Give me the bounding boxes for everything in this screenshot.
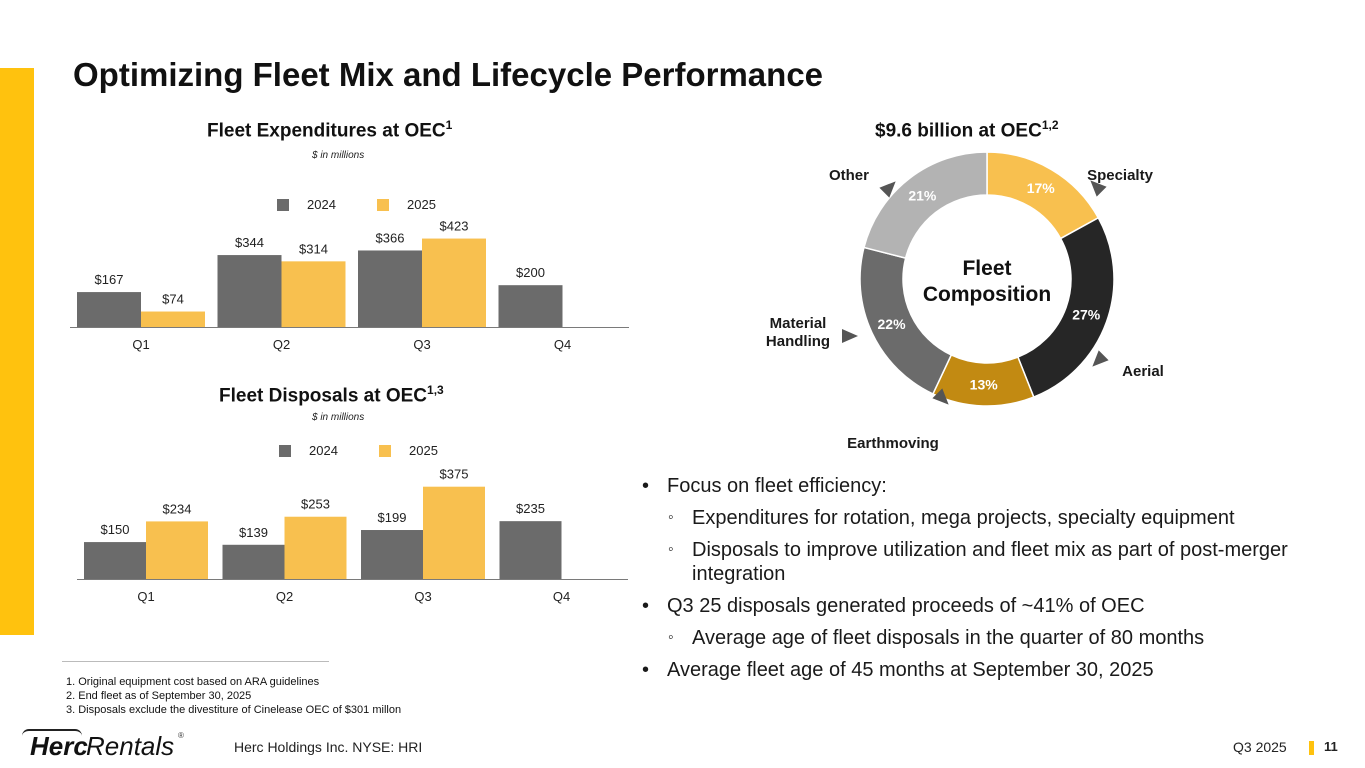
bar-q2-2024: [222, 544, 285, 579]
legend-label-2025: 2025: [409, 443, 438, 458]
data-label: $200: [516, 265, 545, 280]
tick-label-q1: Q1: [132, 337, 149, 352]
category-label-specialty: Specialty: [1087, 167, 1154, 184]
bullet-item: Q3 25 disposals generated proceeds of ~4…: [640, 594, 1360, 618]
data-label: $139: [239, 525, 268, 540]
category-label-other: Other: [829, 167, 869, 184]
data-label: $74: [162, 292, 184, 307]
legend-swatch-2025: [379, 445, 391, 457]
sub-bullet-item: Expenditures for rotation, mega projects…: [640, 506, 1360, 530]
bar-q3-2025: [423, 486, 485, 579]
data-label: $253: [301, 497, 330, 512]
callout-arrow-icon: [1090, 180, 1107, 197]
legend-swatch-2025: [377, 199, 389, 211]
disposals-bar-chart: 2024 2025 $150 $234 Q1 $139 $253 Q2 $199 $375 Q3 $2…: [77, 443, 628, 604]
logo-registered-mark: ®: [178, 731, 184, 740]
tick-label-q3: Q3: [413, 337, 430, 352]
category-label-earthmoving: Earthmoving: [847, 435, 939, 452]
data-label: $314: [299, 241, 328, 256]
donut-center-label: Fleet: [962, 257, 1011, 280]
bar-q2-2024: [217, 255, 282, 327]
data-label: $150: [101, 522, 130, 537]
key-points-list: Focus on fleet efficiency: Expenditures f…: [640, 474, 1360, 690]
tick-label-q4: Q4: [553, 589, 570, 604]
herc-rentals-logo: Herc Rentals ®: [18, 725, 193, 763]
tick-label-q3: Q3: [414, 589, 431, 604]
logo-herc-text: Herc: [30, 731, 88, 761]
bar-q3-2024: [361, 530, 423, 579]
tick-label-q1: Q1: [137, 589, 154, 604]
legend-label-2025: 2025: [407, 197, 436, 212]
callout-arrow-icon: [1092, 350, 1109, 367]
data-label: $366: [376, 230, 405, 245]
slice-other: [863, 151, 988, 260]
footnote-divider: [62, 661, 329, 662]
page-number: 11: [1324, 739, 1338, 754]
footnote: 3. Disposals exclude the divestiture of …: [66, 704, 402, 716]
footnote: 1. Original equipment cost based on ARA …: [66, 676, 320, 688]
footer-accent-tick: [1309, 741, 1314, 755]
legend-swatch-2024: [277, 199, 289, 211]
bar-q3-2024: [358, 250, 422, 327]
category-label-material-handling: Material: [770, 315, 827, 332]
callout-arrow-icon: [932, 388, 949, 405]
footnote: 2. End fleet as of September 30, 2025: [66, 690, 252, 702]
slice-label-aerial: 27%: [1072, 307, 1101, 323]
disposals-chart-title: Fleet Disposals at OEC1,3: [219, 383, 444, 407]
page-title: Optimizing Fleet Mix and Lifecycle Perfo…: [73, 56, 824, 93]
expenditures-chart-title: Fleet Expenditures at OEC1: [207, 118, 453, 142]
footnotes: 1. Original equipment cost based on ARA …: [66, 675, 401, 717]
category-label-material-handling: Handling: [766, 333, 830, 350]
bar-q1-2025: [146, 521, 208, 579]
bar-q2-2025: [284, 516, 347, 579]
logo-rentals-text: Rentals: [86, 731, 175, 761]
tick-label-q4: Q4: [554, 337, 571, 352]
expenditures-subtitle: $ in millions: [312, 150, 365, 161]
data-label: $199: [378, 510, 407, 525]
bar-q4-2024: [498, 285, 563, 327]
bar-q1-2025: [141, 311, 205, 327]
bar-q2-2025: [281, 261, 346, 327]
slice-label-earthmoving: 13%: [970, 376, 999, 392]
accent-bar: [0, 68, 34, 635]
disposals-subtitle: $ in millions: [312, 412, 365, 423]
callout-arrow-icon: [879, 181, 896, 198]
data-label: $235: [516, 501, 545, 516]
tick-label-q2: Q2: [273, 337, 290, 352]
bar-q3-2025: [422, 238, 486, 327]
slice-label-specialty: 17%: [1027, 180, 1056, 196]
data-label: $234: [163, 501, 192, 516]
logo-swoosh: [22, 729, 82, 736]
category-label-aerial: Aerial: [1122, 363, 1164, 380]
footer-company: Herc Holdings Inc. NYSE: HRI: [234, 739, 423, 755]
legend-swatch-2024: [279, 445, 291, 457]
data-label: $344: [235, 235, 264, 250]
data-label: $375: [440, 467, 469, 482]
footer-period: Q3 2025: [1233, 739, 1287, 755]
data-label: $423: [440, 219, 469, 234]
sub-bullet-item: Average age of fleet disposals in the qu…: [640, 626, 1360, 650]
slice-label-other: 21%: [908, 188, 937, 204]
sub-bullet-item: Disposals to improve utilization and fle…: [640, 538, 1360, 586]
legend-label-2024: 2024: [307, 197, 336, 212]
slice-material-handling: [859, 246, 953, 395]
tick-label-q2: Q2: [276, 589, 293, 604]
bullet-item: Average fleet age of 45 months at Septem…: [640, 658, 1360, 682]
legend-label-2024: 2024: [309, 443, 338, 458]
expenditures-bar-chart: 2024 2025 $167 $74 Q1 $344 $314 Q2 $366 $423 Q3 $20…: [70, 197, 629, 352]
callout-arrow-icon: [842, 329, 858, 343]
bar-q1-2024: [77, 292, 141, 327]
bar-q4-2024: [499, 521, 562, 579]
fleet-composition-donut: 17% Specialty 27% Aerial 13% Earthmoving 22% Ma…: [766, 151, 1164, 452]
donut-center-label: Composition: [923, 283, 1051, 306]
bullet-item: Focus on fleet efficiency:: [640, 474, 1360, 498]
data-label: $167: [95, 272, 124, 287]
slice-label-material-handling: 22%: [878, 316, 907, 332]
fleet-composition-title: $9.6 billion at OEC1,2: [875, 118, 1059, 142]
bar-q1-2024: [84, 542, 146, 579]
